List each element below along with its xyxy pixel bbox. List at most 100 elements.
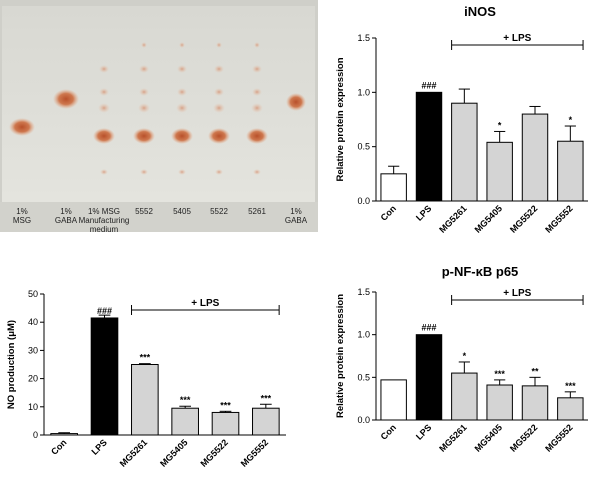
bar-mg5405 (486, 384, 513, 421)
y-tick-label: 1.5 (357, 287, 370, 297)
tlc-spot (214, 88, 224, 96)
tlc-spot (286, 93, 306, 111)
bar-con (380, 379, 407, 421)
inos-chart: iNOS Relative protein expression 0.0 0.5 1.0… (335, 4, 588, 235)
significance-mark: *** (565, 381, 576, 391)
category-label: MG5405 (158, 437, 189, 468)
tlc-spot (171, 128, 193, 144)
y-tick-label: 50 (28, 289, 38, 299)
significance-mark: ### (421, 80, 436, 90)
tlc-spot (138, 103, 150, 113)
category-label: Con (379, 422, 398, 441)
bar-con (380, 173, 407, 202)
tlc-spot (140, 169, 148, 175)
y-tick-label: 20 (28, 374, 38, 384)
bar-mg5405 (171, 407, 199, 436)
tlc-spot (208, 128, 230, 144)
category-label: MG5261 (118, 437, 149, 468)
y-tick-label: 1.0 (357, 330, 370, 340)
tlc-lane-label: 1% GABA (55, 207, 78, 225)
bar-mg5261 (451, 102, 478, 202)
significance-mark: ** (531, 366, 539, 376)
tlc-spot (214, 65, 224, 73)
tlc-lane-label: 5261 (248, 207, 266, 216)
y-tick-label: 30 (28, 345, 38, 355)
category-label: LPS (89, 437, 108, 456)
tlc-spot (213, 103, 225, 113)
bar-lps (415, 334, 443, 421)
tlc-lane-label: 5405 (173, 207, 191, 216)
tlc-spot (139, 88, 149, 96)
bar-mg5522 (521, 113, 549, 202)
y-axis-label: Relative protein expression (335, 57, 346, 181)
tlc-lane-label: 1% MSG Manufacturing medium (79, 207, 130, 234)
y-tick-label: 1.5 (357, 33, 370, 43)
tlc-spot (252, 88, 262, 96)
bar-mg5552 (252, 407, 280, 436)
y-tick-label: 10 (28, 402, 38, 412)
tlc-spot (133, 128, 155, 144)
significance-mark: * (569, 115, 573, 125)
no-production-chart: NO production (μM) 0 10 20 30 40 50 ### *** *** **… (6, 289, 286, 469)
category-label: MG5552 (543, 203, 574, 234)
y-tick-label: 40 (28, 317, 38, 327)
tlc-spots (9, 42, 306, 175)
y-tick-label: 1.0 (357, 87, 370, 97)
tlc-spot (53, 89, 79, 109)
significance-mark: * (498, 120, 502, 130)
bar-mg5552 (557, 140, 584, 202)
bar-con (50, 433, 78, 436)
tlc-lane-label: 1% MSG (13, 207, 31, 225)
category-label: MG5522 (198, 437, 229, 468)
tlc-spot (99, 88, 109, 96)
tlc-spot (141, 42, 147, 48)
tlc-spot (246, 128, 268, 144)
tlc-lane-label: 5552 (135, 207, 153, 216)
category-label: Con (379, 203, 398, 222)
chart-title: p-NF-κB p65 (442, 264, 519, 279)
significance-mark: *** (261, 393, 272, 403)
bar-lps (90, 317, 119, 436)
tlc-spot (178, 169, 186, 175)
tlc-spot (177, 88, 187, 96)
tlc-spot (216, 42, 222, 48)
tlc-spot (9, 118, 35, 136)
bar-lps (415, 91, 443, 202)
nfkb-p65-chart: p-NF-κB p65 Relative protein expression 0.… (335, 264, 588, 454)
category-label: MG5522 (508, 422, 539, 453)
tlc-spot (252, 65, 262, 73)
chart-title: iNOS (464, 4, 496, 19)
bar-mg5552 (557, 397, 584, 421)
category-label: MG5552 (543, 422, 574, 453)
significance-mark: *** (220, 400, 231, 410)
category-label: Con (49, 437, 68, 456)
category-label: LPS (414, 203, 433, 222)
tlc-plate-photo: 1% MSG 1% GABA 1% MSG Manufacturing medium 5552… (0, 0, 318, 234)
category-label: MG5552 (239, 437, 270, 468)
category-label: MG5405 (473, 422, 504, 453)
bar-mg5522 (521, 385, 549, 421)
significance-mark: * (463, 351, 467, 361)
tlc-lane-label: 5522 (210, 207, 228, 216)
bar-mg5522 (211, 411, 240, 436)
tlc-lane-label: 1% GABA (285, 207, 308, 225)
significance-mark: ### (421, 323, 436, 333)
y-tick-label: 0.5 (357, 142, 370, 152)
no-production-chart-panel: NO production (μM) 0 10 20 30 40 50 ### *** *** **… (0, 268, 300, 500)
lps-bracket-label: + LPS (503, 288, 531, 299)
y-axis-label: Relative protein expression (335, 294, 346, 418)
tlc-spot (215, 169, 223, 175)
category-label: MG5522 (508, 203, 539, 234)
tlc-spot (177, 65, 187, 73)
category-label: MG5405 (473, 203, 504, 234)
tlc-spot (176, 103, 188, 113)
category-label: LPS (414, 422, 433, 441)
tlc-spot (251, 103, 263, 113)
significance-mark: *** (140, 353, 151, 363)
tlc-label-strip (0, 202, 318, 232)
category-label: MG5261 (437, 203, 468, 234)
bar-mg5261 (451, 372, 478, 421)
significance-mark: *** (180, 395, 191, 405)
